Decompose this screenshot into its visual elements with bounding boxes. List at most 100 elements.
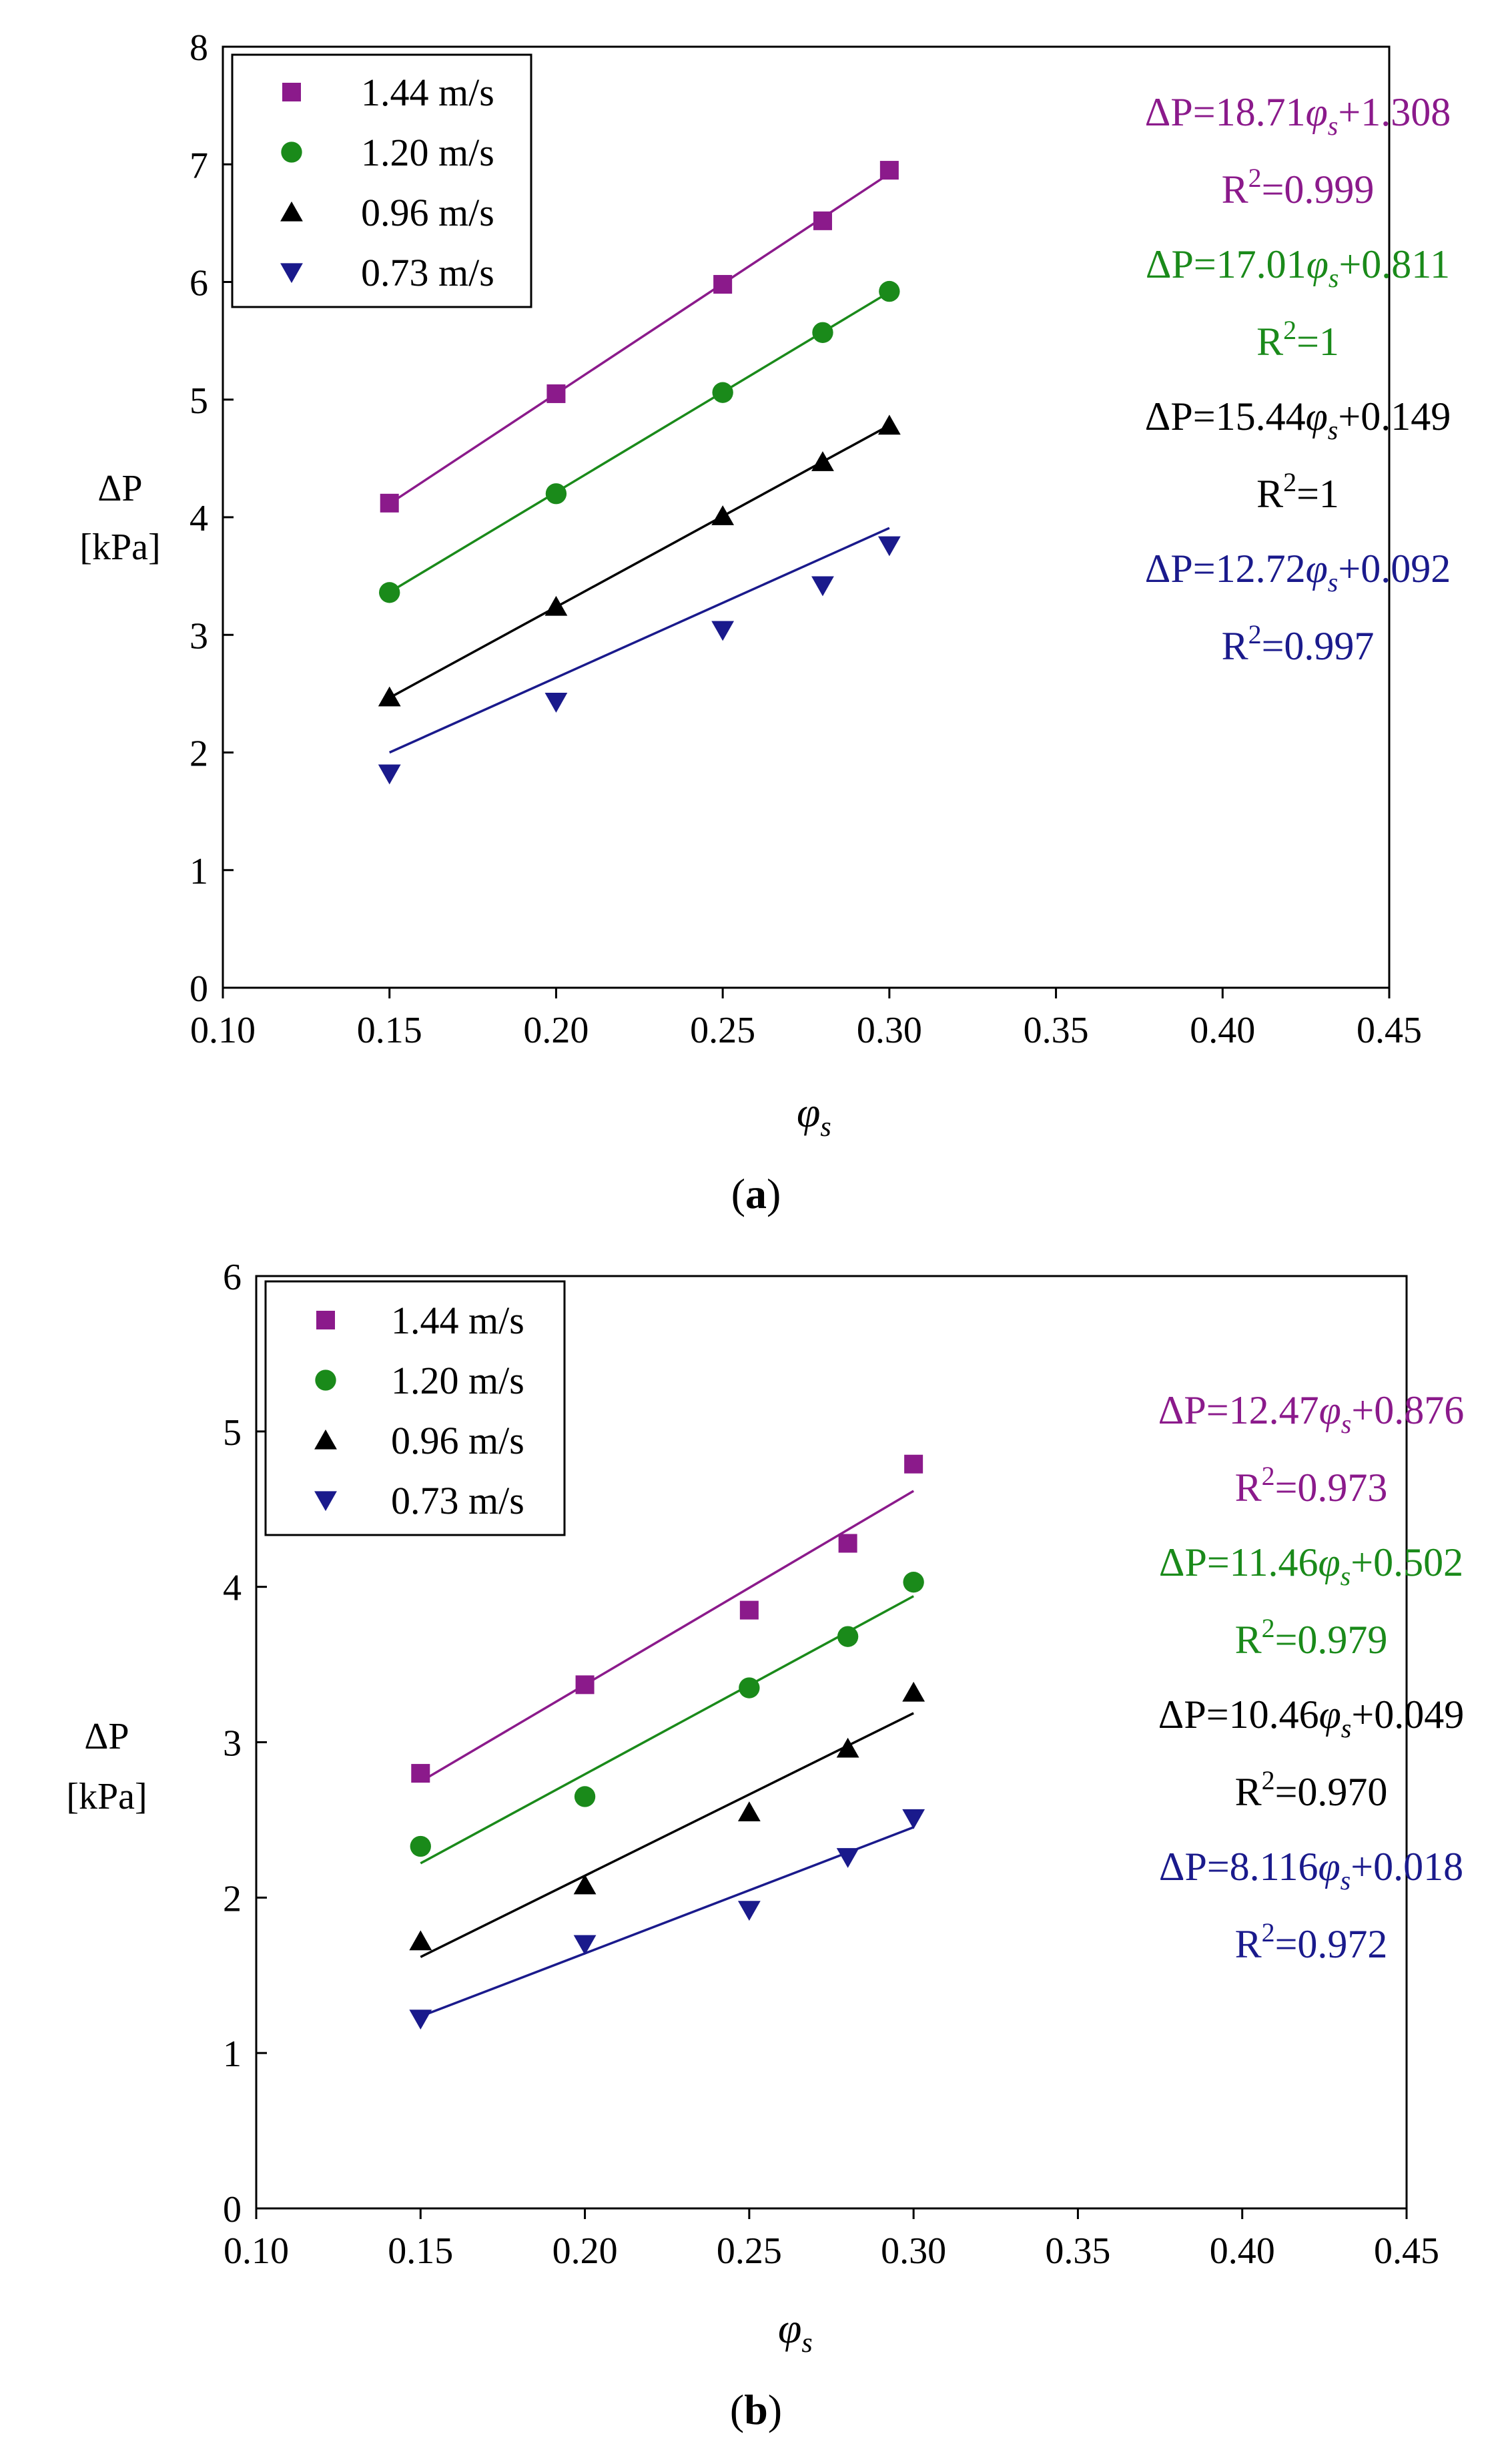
panel-label: (a): [731, 1170, 781, 1217]
x-tick-label: 0.15: [357, 1010, 422, 1051]
y-tick-label: 0: [190, 968, 208, 1010]
y-tick-label: 5: [223, 1412, 242, 1454]
data-point: [836, 1848, 859, 1868]
r-squared: R2=0.997: [1222, 619, 1375, 668]
legend-marker: [281, 141, 302, 163]
y-tick-label: 7: [190, 145, 208, 186]
data-point: [380, 493, 399, 513]
x-tick-label: 0.45: [1357, 1010, 1422, 1051]
legend-label: 0.96 m/s: [391, 1419, 524, 1462]
data-point: [573, 1874, 597, 1895]
data-point: [904, 1454, 923, 1474]
legend-label: 0.73 m/s: [391, 1479, 524, 1522]
y-tick-label: 3: [190, 615, 208, 657]
data-point: [902, 1681, 925, 1702]
data-point: [410, 1835, 431, 1857]
fit-equation: ΔP=15.44φs+0.149: [1145, 394, 1451, 445]
data-point: [739, 1600, 759, 1620]
data-point: [836, 1737, 859, 1758]
r-squared: R2=1: [1256, 467, 1339, 516]
y-tick-label: 4: [223, 1568, 242, 1609]
data-point: [711, 505, 735, 525]
data-point: [877, 414, 901, 435]
fit-line: [420, 1490, 915, 1783]
x-tick-label: 0.15: [388, 2230, 453, 2272]
data-point: [545, 483, 567, 505]
chart-panel-a: 0 1 2 3 4 5 6 7 8 0.10 0.15 0.20 0.25 0.30 0.35 0.40 0.4…: [79, 27, 1451, 1217]
y-tick-label: 0: [223, 2189, 242, 2230]
data-point: [544, 693, 568, 713]
data-point: [903, 1572, 924, 1593]
x-tick-label: 0.30: [881, 2230, 946, 2272]
series-096: ΔP=15.44φs+0.149 R2=1: [378, 394, 1451, 707]
legend-marker: [282, 83, 301, 101]
fit-equation: ΔP=8.116φs+0.018: [1159, 1845, 1463, 1895]
y-tick-label: 6: [223, 1257, 242, 1298]
data-point: [737, 1901, 761, 1921]
x-tick-label: 0.45: [1374, 2230, 1439, 2272]
fit-line: [420, 1826, 914, 2018]
legend-marker: [280, 201, 303, 222]
series-144: ΔP=18.71φs+1.308 R2=0.999: [380, 90, 1451, 513]
fit-equation: ΔP=12.47φs+0.876: [1158, 1388, 1464, 1439]
data-point: [838, 1534, 857, 1553]
y-tick-label: 1: [190, 851, 208, 892]
data-point: [546, 384, 566, 403]
fit-line: [388, 527, 890, 754]
data-point: [573, 1935, 597, 1955]
legend: 1.44 m/s 1.20 m/s 0.96 m/s 0.73 m/s: [231, 53, 532, 308]
chart-panel-b: 0 1 2 3 4 5 6 0.10 0.15 0.20 0.25 0.30 0.35 0.40 0.45 Δ…: [66, 1257, 1464, 2433]
data-point: [378, 764, 401, 785]
x-tick-label: 0.35: [1045, 2230, 1110, 2272]
fit-equation: ΔP=17.01φs+0.811: [1146, 242, 1450, 293]
fit-equation: ΔP=10.46φs+0.049: [1158, 1693, 1464, 1743]
fit-line: [388, 291, 890, 593]
data-point: [811, 576, 834, 597]
x-tick-label: 0.20: [552, 2230, 618, 2272]
series-144: ΔP=12.47φs+0.876 R2=0.973: [411, 1388, 1464, 1783]
data-point: [813, 211, 832, 230]
x-axis-label: φs: [778, 2305, 813, 2359]
x-tick-label: 0.40: [1210, 2230, 1275, 2272]
x-tick-label: 0.25: [717, 2230, 782, 2272]
data-point: [713, 275, 733, 294]
legend-label: 1.44 m/s: [391, 1299, 524, 1342]
x-tick-label: 0.35: [1024, 1010, 1089, 1051]
data-point: [712, 382, 733, 403]
legend-label: 0.73 m/s: [361, 251, 494, 294]
r-squared: R2=0.970: [1235, 1765, 1388, 1814]
r-squared: R2=0.999: [1222, 163, 1375, 212]
fit-line: [388, 424, 890, 699]
y-tick-label: 3: [223, 1723, 242, 1765]
y-axis-label: ΔP: [84, 1716, 129, 1757]
fit-equation: ΔP=11.46φs+0.502: [1159, 1540, 1463, 1591]
x-tick-label: 0.30: [857, 1010, 922, 1051]
y-tick-label: 5: [190, 380, 208, 422]
data-point: [877, 536, 901, 557]
legend-label: 1.20 m/s: [391, 1359, 524, 1402]
legend-marker: [280, 263, 303, 284]
x-axis-label: φs: [797, 1089, 831, 1143]
x-tick-label: 0.20: [523, 1010, 589, 1051]
fit-line: [388, 172, 890, 505]
y-tick-label: 4: [190, 498, 208, 539]
panel-label: (b): [730, 2386, 782, 2433]
data-point: [811, 451, 834, 471]
legend-marker: [316, 1311, 335, 1329]
data-point: [379, 582, 400, 603]
y-tick-label: 2: [223, 1878, 242, 1919]
r-squared: R2=0.979: [1235, 1613, 1388, 1662]
r-squared: R2=1: [1256, 315, 1339, 364]
y-tick-label: 6: [190, 263, 208, 304]
data-point: [812, 322, 833, 343]
series-073: ΔP=8.116φs+0.018 R2=0.972: [409, 1809, 1463, 2030]
x-tick-label: 0.10: [224, 2230, 289, 2272]
y-tick-label: 8: [190, 27, 208, 69]
y-axis-label: ΔP: [97, 468, 142, 509]
fit-equation: ΔP=12.72φs+0.092: [1145, 547, 1451, 597]
legend-label: 1.20 m/s: [361, 131, 494, 174]
series-096: ΔP=10.46φs+0.049 R2=0.970: [409, 1681, 1464, 1958]
fit-line: [420, 1712, 914, 1958]
series-120: ΔP=11.46φs+0.502 R2=0.979: [410, 1540, 1463, 1865]
